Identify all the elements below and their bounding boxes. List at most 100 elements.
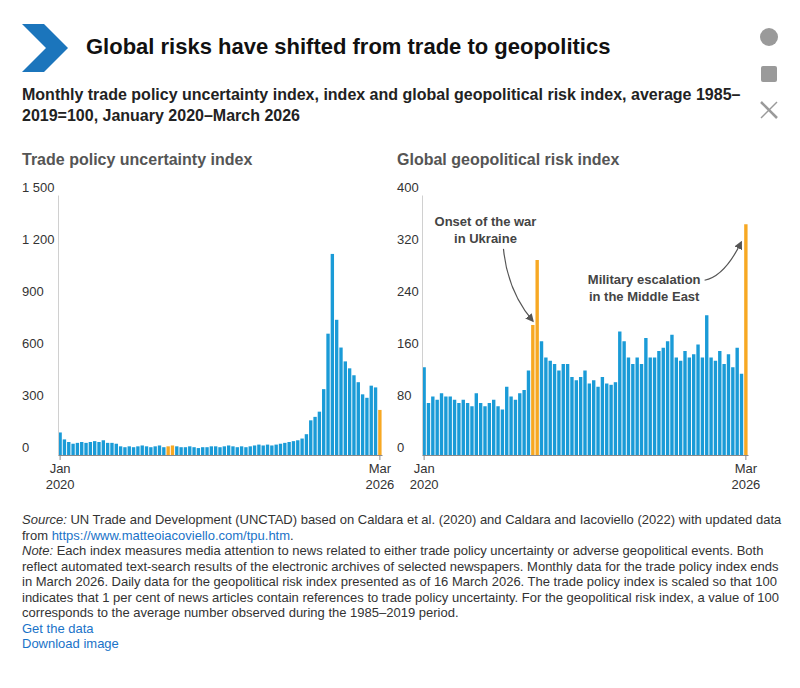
x-tick-label-line: Mar	[735, 461, 758, 476]
bar	[570, 377, 573, 455]
bar	[431, 397, 434, 456]
bar	[128, 446, 131, 455]
bar	[670, 335, 673, 455]
bar	[210, 446, 213, 455]
bar	[262, 445, 265, 455]
bar	[361, 394, 364, 455]
bar	[97, 442, 100, 455]
bar	[223, 446, 226, 455]
space	[67, 512, 71, 527]
bar	[688, 358, 691, 456]
bar	[348, 368, 351, 455]
bar	[331, 254, 334, 455]
bar	[132, 447, 135, 455]
bar	[192, 447, 195, 455]
bar	[279, 444, 282, 455]
bar	[141, 445, 144, 455]
bar	[583, 371, 586, 456]
bar	[274, 445, 277, 455]
y-tick-label: 1 500	[22, 180, 55, 195]
x-tick-label-line: Jan	[50, 461, 71, 476]
x-tick-label-line: Jan	[414, 461, 435, 476]
annotation-line: in the Middle East	[589, 289, 700, 304]
bar	[679, 361, 682, 455]
annotation-line: Military escalation	[588, 272, 701, 287]
bar	[339, 348, 342, 455]
bar	[649, 358, 652, 456]
bar	[627, 358, 630, 456]
note-label: Note:	[22, 543, 53, 558]
y-tick-label: 1 200	[22, 232, 55, 247]
bar	[352, 375, 355, 455]
bar	[296, 440, 299, 455]
x-tick-label-line: 2020	[46, 477, 75, 492]
x-icon-stroke[interactable]	[761, 102, 777, 118]
x-icon[interactable]	[761, 102, 777, 118]
bar	[496, 406, 499, 455]
bar	[71, 444, 74, 455]
bar	[435, 400, 438, 455]
space	[53, 543, 57, 558]
bar	[184, 447, 187, 455]
bar	[300, 439, 303, 455]
footer-link[interactable]: Get the data	[22, 621, 782, 637]
y-tick-label: 160	[397, 336, 419, 351]
bar	[744, 224, 747, 455]
x-axis: Jan2020Mar2026	[46, 455, 395, 492]
y-tick: 400	[397, 180, 422, 196]
bar	[714, 361, 717, 455]
x-icon-stroke[interactable]	[761, 102, 777, 118]
y-tick: 1 200	[22, 232, 58, 248]
annotation-text: Onset of the warin Ukraine	[435, 214, 537, 246]
bar	[244, 447, 247, 455]
bar	[145, 446, 148, 455]
annotation-line: Onset of the war	[435, 214, 537, 229]
x-tick-label-line: 2020	[410, 477, 439, 492]
bar	[666, 341, 669, 455]
bar	[514, 400, 517, 455]
bar	[601, 377, 604, 455]
bar	[527, 371, 530, 456]
bar	[509, 397, 512, 456]
bar	[735, 348, 738, 455]
y-tick: 600	[22, 336, 58, 352]
bar	[466, 403, 469, 455]
bar	[609, 385, 612, 455]
source-end: .	[290, 528, 294, 543]
bar	[236, 447, 239, 455]
bar	[701, 358, 704, 456]
bar	[475, 393, 478, 455]
bar	[657, 351, 660, 455]
panel-title: Global geopolitical risk index	[397, 151, 619, 168]
bar	[640, 364, 643, 455]
footer-link[interactable]: Download image	[22, 636, 782, 652]
x-tick: Mar2026	[731, 455, 760, 492]
bar	[179, 447, 182, 455]
bar	[153, 446, 156, 455]
bar	[557, 371, 560, 456]
bar	[89, 442, 92, 455]
bars	[58, 254, 381, 455]
bar	[115, 444, 118, 455]
bar	[705, 315, 708, 455]
x-tick-mark	[379, 455, 380, 460]
bar	[718, 351, 721, 455]
bar	[292, 441, 295, 455]
bar	[588, 384, 591, 456]
y-tick-label: 0	[397, 440, 404, 455]
bar	[257, 445, 260, 455]
note: Note: Each index measures media attentio…	[22, 543, 782, 621]
title: Global risks have shifted from trade to …	[86, 33, 610, 61]
bar	[566, 364, 569, 455]
linkedin-icon[interactable]	[761, 66, 777, 82]
y-tick: 0	[397, 440, 422, 456]
facebook-icon[interactable]	[760, 28, 778, 46]
bar	[123, 447, 126, 455]
y-tick-label: 600	[22, 336, 44, 351]
bar	[535, 260, 538, 455]
bar	[731, 367, 734, 455]
source-link[interactable]: https://www.matteoiacoviello.com/tpu.htm	[52, 528, 290, 543]
bar	[370, 386, 373, 455]
bar	[266, 445, 269, 455]
bar	[479, 403, 482, 455]
